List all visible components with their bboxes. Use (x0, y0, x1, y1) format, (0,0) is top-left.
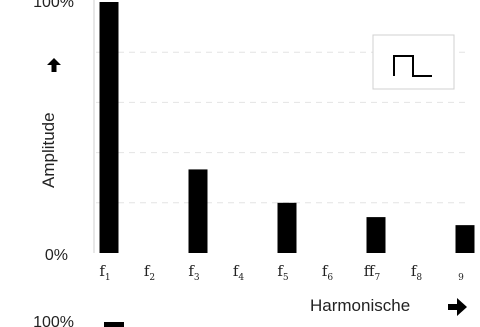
arrow-up-icon (47, 58, 61, 72)
x-tick-f6: f6 (322, 262, 334, 283)
bars (99, 2, 475, 253)
bar-f5 (277, 202, 297, 253)
y-axis-label: Amplitude (39, 112, 58, 188)
x-tick-f8: f8 (411, 262, 423, 283)
y-tick-bottom: 0% (45, 247, 68, 264)
x-axis-label: Harmonische (310, 296, 410, 315)
x-tick-f7: ff7 (364, 262, 381, 283)
bar-f3 (188, 169, 208, 253)
y-tick-top-second-chart: 100% (33, 314, 74, 327)
x-tick-f9: 9 (458, 273, 464, 283)
bar-partial-second-chart (104, 322, 124, 327)
x-tick-f1: f1 (99, 262, 110, 283)
x-tick-f5: f5 (277, 262, 289, 283)
bar-f1 (99, 2, 119, 253)
x-tick-f2: f2 (144, 262, 155, 283)
x-tick-f3: f3 (188, 262, 200, 283)
arrow-right-icon (448, 298, 467, 316)
bar-f7 (366, 217, 386, 253)
legend-box (372, 34, 455, 90)
square-wave-icon (393, 55, 432, 77)
bar-f9 (455, 225, 475, 253)
y-tick-top: 100% (33, 0, 74, 11)
x-tick-labels: f1 f2 f3 f4 f5 f6 ff7 f8 9 (99, 262, 464, 283)
x-tick-f4: f4 (233, 262, 245, 283)
